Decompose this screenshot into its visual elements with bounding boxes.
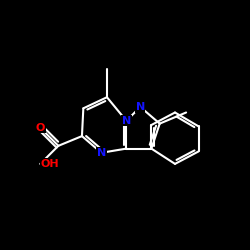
Text: N: N (136, 102, 145, 112)
Text: N: N (122, 116, 131, 126)
Text: O: O (36, 123, 45, 133)
Text: OH: OH (40, 159, 59, 169)
Text: N: N (97, 148, 106, 158)
